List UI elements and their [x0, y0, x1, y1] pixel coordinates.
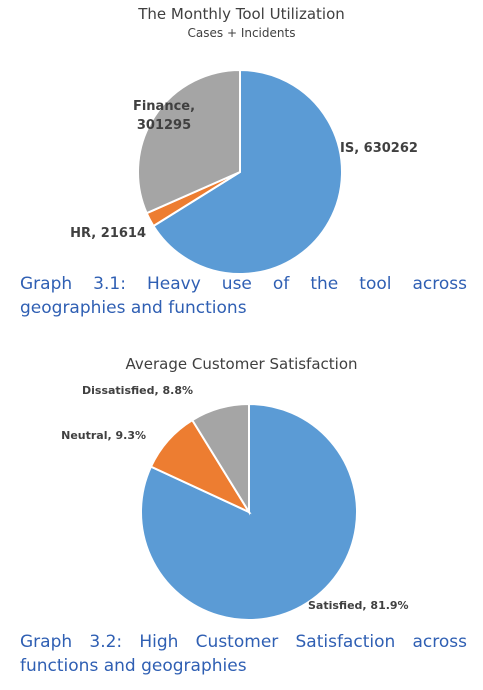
- pie-label-satisfied: Satisfied, 81.9%: [308, 599, 409, 612]
- pie-label-is: IS, 630262: [340, 141, 418, 156]
- chart1-subtitle: Cases + Incidents: [187, 26, 296, 40]
- pie-label-hr: HR, 21614: [70, 226, 146, 241]
- pie-label-finance: Finance, 301295: [133, 99, 195, 133]
- chart1-title: The Monthly Tool Utilization: [138, 5, 345, 23]
- graph-caption-3-2: Graph 3.2: High Customer Satisfaction ac…: [20, 632, 467, 676]
- pie-slice-finance: [137, 68, 241, 215]
- pie-slice-is: [152, 68, 343, 275]
- pie-chart-customer-satisfaction: Satisfied, 81.9% Neutral, 9.3% Dissatisfie…: [61, 384, 409, 621]
- pie-slice-dissatisfied: [190, 402, 250, 516]
- pie-label-neutral: Neutral, 9.3%: [61, 429, 146, 442]
- pie-label-dissatisfied: Dissatisfied, 8.8%: [82, 384, 193, 397]
- pie-chart-tool-utilization: IS, 630262 HR, 21614 Finance, 301295: [70, 68, 418, 275]
- chart2-title: Average Customer Satisfaction: [125, 355, 358, 373]
- graph-caption-3-1: Graph 3.1: Heavy use of the tool across …: [20, 274, 467, 318]
